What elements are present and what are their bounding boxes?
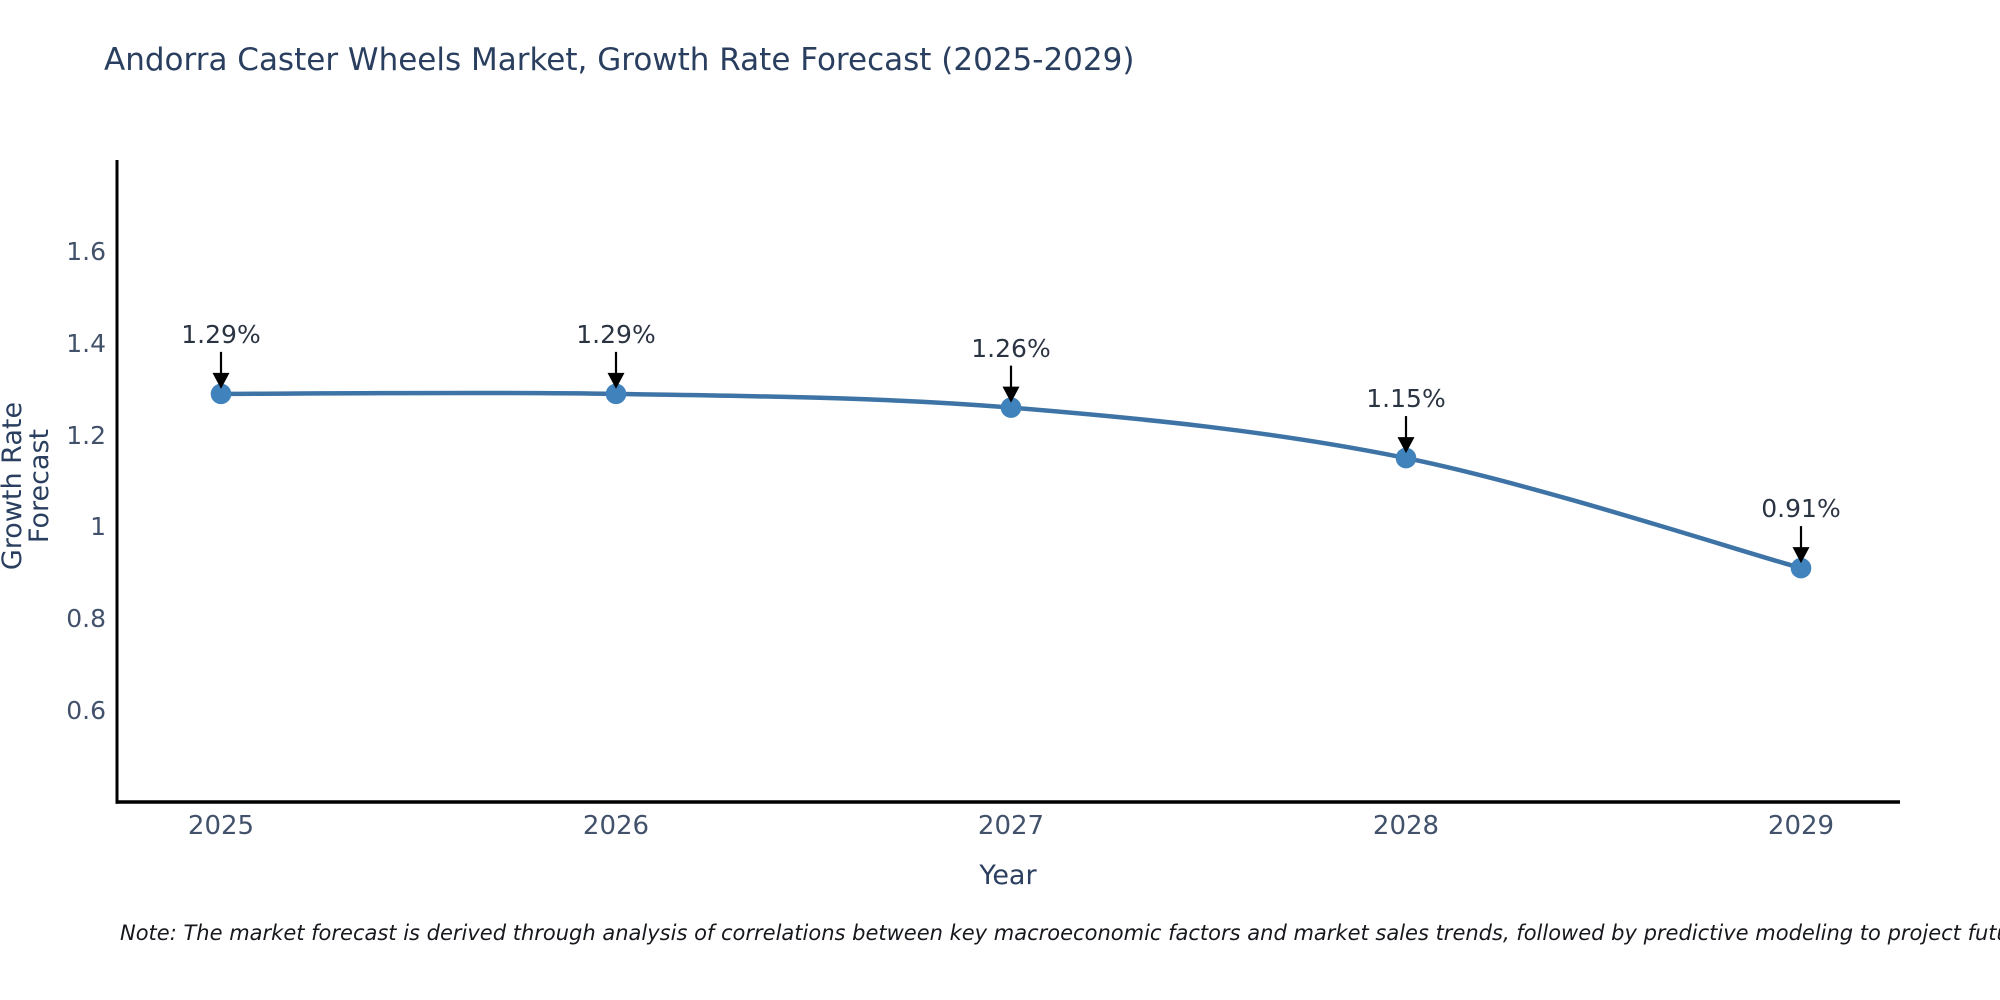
x-tick-label: 2025 [187, 811, 255, 841]
data-point-2026 [605, 383, 627, 405]
y-tick-label: 1.2 [66, 420, 106, 450]
forecast-line [218, 390, 1804, 571]
chart-title: Andorra Caster Wheels Market, Growth Rat… [104, 42, 1135, 78]
data-point-2027 [1000, 397, 1022, 418]
y-tick-label: 1 [90, 512, 106, 542]
x-tick-label: 2028 [1372, 811, 1440, 841]
data-point-2029 [1790, 557, 1812, 579]
data-point-2025 [210, 383, 232, 405]
x-tick-label: 2026 [582, 811, 650, 841]
point-annotation-label: 1.29% [576, 319, 656, 349]
y-tick-label: 0.6 [66, 695, 106, 725]
x-axis-title: Year [979, 860, 1037, 891]
x-tick-label: 2029 [1767, 811, 1835, 841]
x-tick-label: 2027 [977, 811, 1045, 841]
annotation-arrowhead-icon [212, 372, 230, 389]
annotation-arrowhead-icon [607, 372, 625, 389]
data-point-2028 [1395, 447, 1417, 469]
point-annotation-label: 0.91% [1761, 494, 1841, 524]
annotation-arrowhead-icon [1397, 437, 1415, 454]
y-tick-label: 1.6 [66, 237, 106, 267]
footnote: Note: The market forecast is derived thr… [120, 921, 2000, 945]
y-tick-label: 1.4 [66, 328, 106, 358]
y-tick-label: 0.8 [66, 604, 106, 634]
annotation-arrowhead-icon [1792, 547, 1810, 564]
point-annotation-label: 1.29% [181, 319, 261, 349]
annotation-arrowhead-icon [1002, 386, 1020, 403]
point-annotation-label: 1.15% [1366, 384, 1446, 414]
point-annotation-label: 1.26% [971, 333, 1051, 363]
